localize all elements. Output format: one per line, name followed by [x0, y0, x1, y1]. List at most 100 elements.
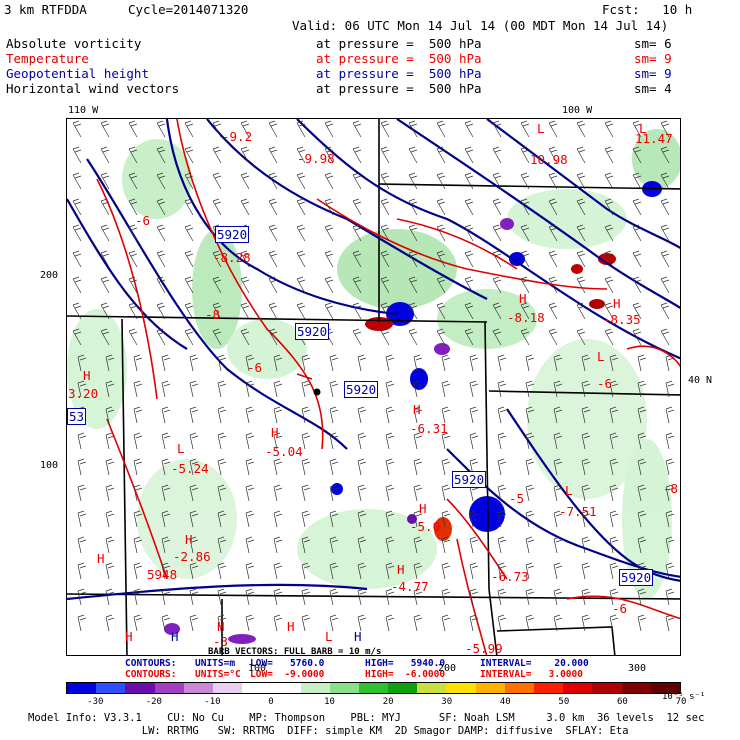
wind-barb	[413, 562, 423, 580]
wind-barb	[105, 510, 115, 528]
wind-barb	[245, 536, 255, 554]
wind-barb	[436, 302, 446, 320]
wind-barb	[525, 458, 535, 476]
wind-barb	[217, 406, 227, 424]
wind-barb	[268, 250, 278, 268]
wind-barb	[441, 354, 451, 372]
colorbar-units: 10⁻⁵ s⁻¹	[662, 692, 706, 702]
wind-barb	[520, 224, 530, 242]
wind-barb	[604, 146, 614, 164]
high-marker: H	[613, 296, 621, 311]
colorbar-swatch	[67, 683, 97, 693]
wind-barb	[212, 250, 222, 268]
wind-barb	[352, 302, 362, 320]
wind-barb	[441, 562, 451, 580]
wind-barb	[301, 380, 311, 398]
wind-barb	[77, 536, 87, 554]
wind-barb	[408, 120, 418, 138]
wind-barb	[100, 172, 110, 190]
high-marker: H	[397, 562, 405, 577]
wind-barb	[324, 250, 334, 268]
wind-barb	[324, 224, 334, 242]
wind-barb	[525, 354, 535, 372]
wind-barb	[133, 354, 143, 372]
wind-barb	[469, 354, 479, 372]
lon-label-110w: 110 W	[68, 105, 99, 116]
wind-barb	[497, 432, 507, 450]
high-marker: H	[354, 629, 362, 644]
wind-barb	[665, 484, 675, 502]
wind-barb	[525, 432, 535, 450]
wind-barb	[156, 276, 166, 294]
wind-barb	[385, 588, 395, 606]
wind-barb	[469, 432, 479, 450]
wind-barb	[156, 328, 166, 346]
temp-label: -4.77	[391, 579, 429, 594]
wind-barb	[77, 380, 87, 398]
temp-label: -6	[247, 360, 263, 375]
wind-barb	[609, 458, 619, 476]
wind-barb	[576, 224, 586, 242]
wind-barb	[240, 120, 250, 138]
colorbar-swatch	[183, 683, 213, 693]
wind-barb	[665, 406, 675, 424]
wind-barb	[212, 146, 222, 164]
contour-units-height: UNITS=m	[195, 658, 236, 669]
vorticity-colorbar	[66, 682, 681, 694]
wind-barb	[441, 380, 451, 398]
wind-barb	[301, 562, 311, 580]
wind-barb	[301, 510, 311, 528]
wind-barb	[660, 302, 670, 320]
low-marker: L	[565, 483, 573, 498]
wind-barb	[105, 614, 115, 632]
wind-barbs	[72, 120, 675, 632]
wind-barb	[492, 172, 502, 190]
wind-barb	[497, 380, 507, 398]
wind-barb	[212, 276, 222, 294]
wind-barb	[212, 198, 222, 216]
wind-barb	[660, 276, 670, 294]
wind-barb	[357, 588, 367, 606]
wind-barb	[520, 250, 530, 268]
wind-barb	[133, 510, 143, 528]
temp-label: -8.35	[603, 312, 641, 327]
wind-barb	[632, 250, 642, 268]
wind-barb	[581, 562, 591, 580]
wind-barb	[497, 562, 507, 580]
wind-barb	[520, 328, 530, 346]
wind-barb	[329, 614, 339, 632]
wind-barb	[441, 484, 451, 502]
wind-barb	[553, 458, 563, 476]
wind-barb	[441, 510, 451, 528]
wind-barb	[189, 510, 199, 528]
wind-barb	[665, 536, 675, 554]
wind-barb	[441, 458, 451, 476]
wind-barb	[548, 302, 558, 320]
colorbar-swatch	[621, 683, 651, 693]
barb-legend: BARB VECTORS: FULL BARB = 10 m/s	[208, 647, 382, 657]
wind-barb	[632, 328, 642, 346]
wind-barb	[324, 302, 334, 320]
wind-barb	[632, 172, 642, 190]
wind-barb	[77, 588, 87, 606]
temp-label: -2.86	[173, 549, 211, 564]
wind-barb	[385, 458, 395, 476]
wind-barb	[492, 198, 502, 216]
colorbar-swatch	[329, 683, 359, 693]
wind-barb	[380, 146, 390, 164]
wind-barb	[133, 614, 143, 632]
wind-barb	[464, 224, 474, 242]
wind-barb	[268, 120, 278, 138]
wind-barb	[604, 172, 614, 190]
wind-barb	[525, 380, 535, 398]
contour-low-temp: LOW= -9.0000	[250, 669, 325, 680]
colorbar-swatch	[154, 683, 184, 693]
wind-barb	[609, 432, 619, 450]
wind-barb	[161, 588, 171, 606]
wind-barb	[161, 406, 171, 424]
wind-barb	[184, 146, 194, 164]
wind-barb	[105, 588, 115, 606]
wind-barb	[553, 510, 563, 528]
x-tick-200: 200	[438, 663, 457, 674]
wind-barb	[385, 354, 395, 372]
